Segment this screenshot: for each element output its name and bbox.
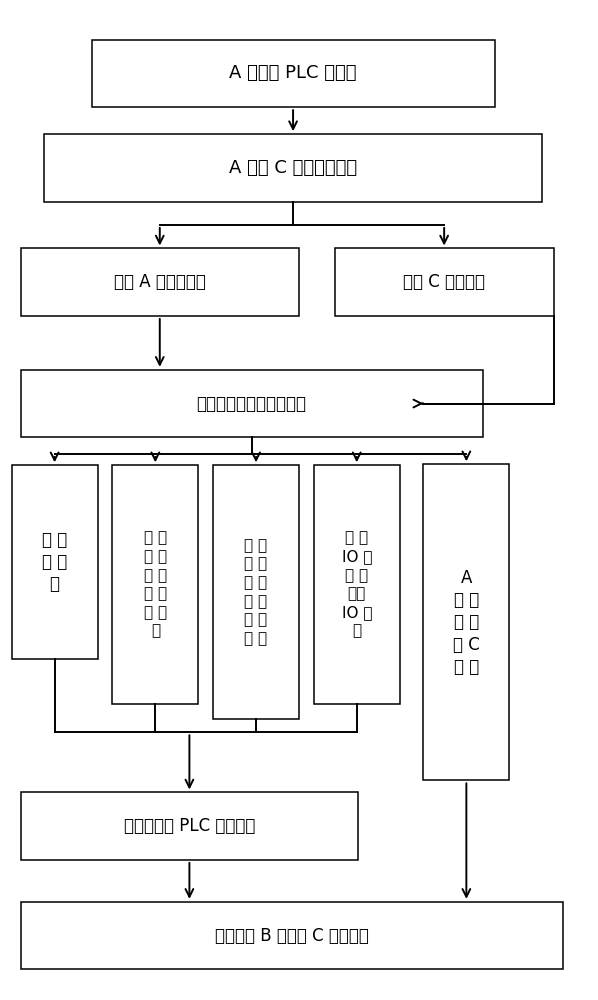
FancyBboxPatch shape [423,464,509,780]
FancyBboxPatch shape [314,465,399,704]
Text: 获 得
IO 配
件 图
纸，
IO 清
单: 获 得 IO 配 件 图 纸， IO 清 单 [341,531,372,639]
Text: 生 成
提 交
客 户
的 组
态 文
档: 生 成 提 交 客 户 的 组 态 文 档 [144,531,167,639]
Text: A 程序 C 语言转换接口: A 程序 C 语言转换接口 [229,159,357,177]
Text: 供应商提供 PLC 接口程序: 供应商提供 PLC 接口程序 [124,817,255,835]
Text: 可运行在 B 厂家的 C 语言程序: 可运行在 B 厂家的 C 语言程序 [215,927,368,945]
FancyBboxPatch shape [20,792,358,860]
FancyBboxPatch shape [44,134,542,202]
FancyBboxPatch shape [213,465,299,719]
FancyBboxPatch shape [91,40,495,107]
FancyBboxPatch shape [334,248,554,316]
Text: 解析 A 程序的规则: 解析 A 程序的规则 [114,273,206,291]
FancyBboxPatch shape [20,248,299,316]
Text: A 厂家的 PLC 控制程: A 厂家的 PLC 控制程 [229,64,357,82]
Text: 解析出数据库和组态规则: 解析出数据库和组态规则 [197,395,307,413]
Text: 生 成
供 甲
方 阀
读 的
逻 辑
图 纸: 生 成 供 甲 方 阀 读 的 逻 辑 图 纸 [245,538,268,646]
FancyBboxPatch shape [12,465,97,659]
Text: 确定 C 语言模版: 确定 C 语言模版 [403,273,485,291]
FancyBboxPatch shape [20,902,563,969]
FancyBboxPatch shape [112,465,199,704]
FancyBboxPatch shape [20,370,483,437]
Text: A
程 序
转 换
为 C
语 言: A 程 序 转 换 为 C 语 言 [453,569,480,676]
Text: 变 量
逻 辑
表: 变 量 逻 辑 表 [42,531,67,593]
